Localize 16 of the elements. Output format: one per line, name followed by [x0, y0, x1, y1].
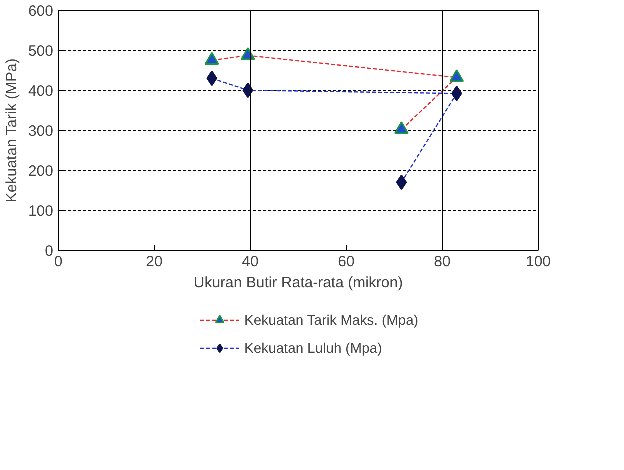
y-tick-label: 200: [28, 163, 54, 180]
y-tick-label: 500: [28, 43, 54, 60]
x-tick-label: 20: [146, 254, 163, 270]
legend-label: Kekuatan Luluh (Mpa): [244, 340, 382, 356]
x-tick-label: 60: [338, 254, 355, 270]
x-axis-title: Ukuran Butir Rata-rata (mikron): [194, 274, 404, 292]
y-tick-label: 0: [45, 243, 54, 260]
legend-label: Kekuatan Tarik Maks. (Mpa): [244, 312, 419, 328]
x-tick-label: 100: [526, 254, 552, 270]
x-tick-label: 80: [434, 254, 451, 270]
y-tick-label: 100: [28, 203, 54, 220]
y-axis-title: Kekuatan Tarik (MPa): [3, 58, 20, 203]
y-tick-label: 600: [28, 3, 54, 20]
y-tick-label: 400: [28, 83, 54, 100]
y-tick-label: 300: [28, 123, 54, 140]
x-tick-label: 40: [242, 254, 259, 270]
